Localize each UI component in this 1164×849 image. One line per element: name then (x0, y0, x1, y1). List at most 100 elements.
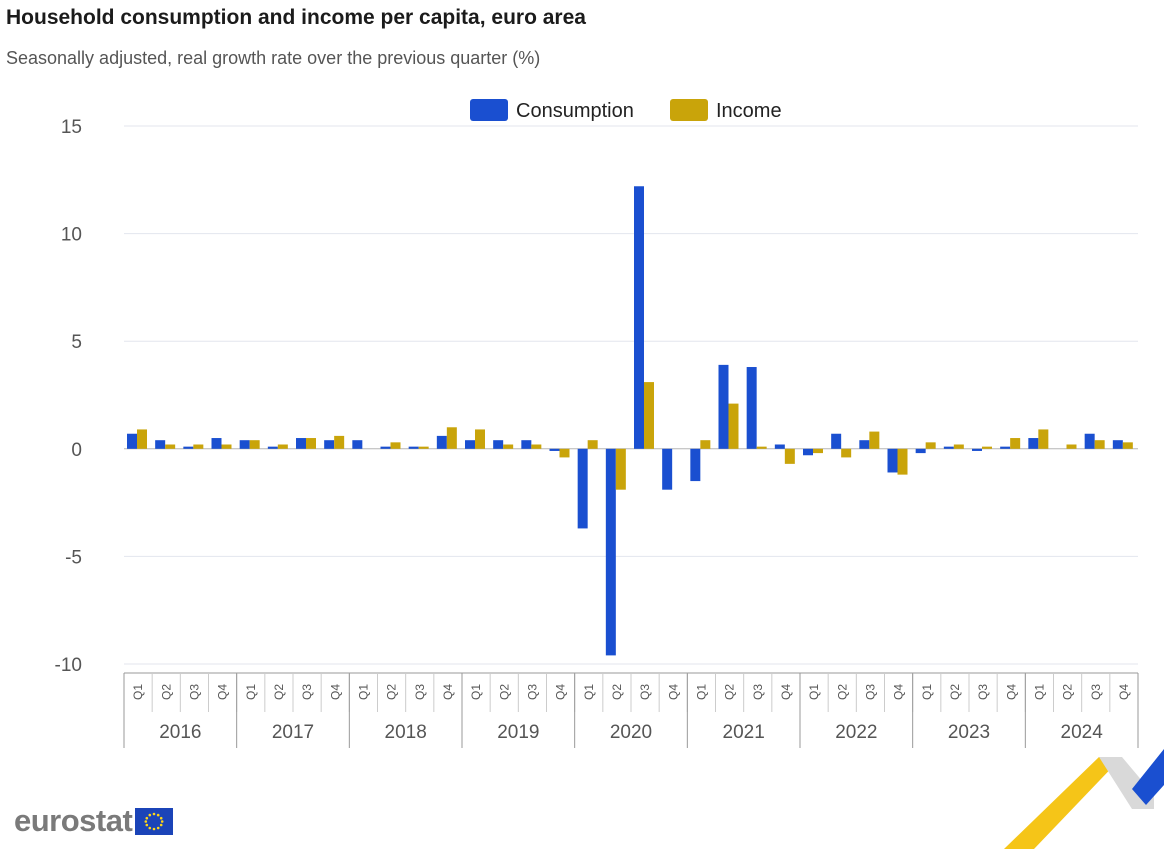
income-bar[interactable] (841, 448, 852, 458)
consumption-bar[interactable] (690, 448, 701, 482)
consumption-bar[interactable] (436, 435, 447, 449)
consumption-bar[interactable] (408, 446, 419, 449)
income-bar[interactable] (644, 382, 654, 449)
x-tick-quarter: Q4 (441, 684, 455, 700)
legend-swatch-consumption[interactable] (470, 99, 508, 121)
consumption-bar[interactable] (746, 367, 757, 449)
x-tick-quarter: Q3 (300, 684, 314, 700)
x-tick-quarter: Q3 (976, 684, 990, 700)
income-bar[interactable] (587, 440, 598, 449)
consumption-bar[interactable] (211, 438, 222, 449)
consumption-bar[interactable] (324, 440, 335, 449)
income-bar[interactable] (306, 438, 316, 449)
consumption-bar[interactable] (718, 364, 729, 449)
consumption-bar[interactable] (521, 440, 532, 449)
consumption-bar[interactable] (352, 440, 363, 449)
x-tick-quarter: Q3 (187, 684, 201, 700)
consumption-bar[interactable] (887, 448, 898, 473)
income-bar[interactable] (700, 440, 711, 449)
consumption-bar[interactable] (127, 433, 137, 449)
income-bar[interactable] (277, 444, 288, 449)
x-tick-quarter: Q3 (525, 684, 539, 700)
x-tick-quarter: Q2 (1061, 684, 1075, 700)
income-bar[interactable] (1122, 442, 1133, 449)
x-tick-year: 2022 (835, 722, 877, 743)
corner-blue-stripe (1132, 749, 1164, 805)
consumption-bar[interactable] (605, 448, 616, 656)
consumption-bar[interactable] (493, 440, 504, 449)
income-bar[interactable] (446, 427, 457, 449)
income-bar[interactable] (165, 444, 176, 449)
income-bar[interactable] (813, 448, 823, 454)
income-bar[interactable] (728, 403, 739, 449)
income-bar[interactable] (559, 448, 570, 458)
income-bar[interactable] (418, 446, 429, 449)
consumption-bar[interactable] (239, 440, 250, 449)
x-tick-quarter: Q2 (159, 684, 173, 700)
consumption-bar[interactable] (1000, 446, 1011, 449)
consumption-bar[interactable] (577, 448, 588, 529)
consumption-bar[interactable] (972, 448, 982, 451)
income-bar[interactable] (1010, 438, 1021, 449)
y-tick-label: 15 (61, 117, 82, 138)
x-tick-quarter: Q1 (582, 684, 596, 700)
x-tick-quarter: Q3 (1089, 684, 1103, 700)
x-tick-quarter: Q1 (469, 684, 483, 700)
income-bar[interactable] (897, 448, 908, 475)
legend-label-income[interactable]: Income (716, 100, 782, 122)
consumption-bar[interactable] (1028, 438, 1039, 449)
consumption-bar[interactable] (155, 440, 166, 449)
x-tick-year: 2017 (272, 722, 314, 743)
consumption-bar[interactable] (1084, 433, 1095, 449)
income-bar[interactable] (784, 448, 795, 464)
consumption-bar[interactable] (465, 440, 475, 449)
x-tick-quarter: Q2 (723, 684, 737, 700)
income-bar[interactable] (475, 429, 485, 449)
eu-flag-icon (135, 807, 174, 835)
income-bar[interactable] (869, 431, 880, 449)
y-tick-label: 0 (71, 440, 82, 461)
consumption-bar[interactable] (183, 446, 194, 449)
x-tick-quarter: Q4 (892, 684, 906, 700)
consumption-bar[interactable] (634, 186, 644, 449)
income-bar[interactable] (249, 440, 260, 449)
x-tick-quarter: Q1 (920, 684, 934, 700)
x-tick-quarter: Q2 (948, 684, 962, 700)
consumption-bar[interactable] (803, 448, 813, 456)
consumption-bar[interactable] (549, 448, 560, 451)
income-bar[interactable] (756, 446, 767, 449)
income-bar[interactable] (1066, 444, 1077, 449)
legend-swatch-income[interactable] (670, 99, 708, 121)
income-bar[interactable] (531, 444, 542, 449)
consumption-bar[interactable] (774, 444, 785, 449)
income-bar[interactable] (1094, 440, 1105, 449)
income-bar[interactable] (221, 444, 232, 449)
income-bar[interactable] (1038, 429, 1049, 449)
consumption-bar[interactable] (296, 438, 306, 449)
income-bar[interactable] (953, 444, 964, 449)
income-bar[interactable] (137, 429, 147, 449)
y-axis: 15 10 5 0 -5 -10 (55, 117, 82, 676)
consumption-bar[interactable] (831, 433, 842, 449)
x-tick-quarter: Q4 (1004, 684, 1018, 700)
x-tick-quarter: Q2 (385, 684, 399, 700)
chart-title: Household consumption and income per cap… (6, 6, 586, 29)
consumption-bar[interactable] (943, 446, 954, 449)
income-bar[interactable] (334, 435, 345, 449)
income-bar[interactable] (615, 448, 626, 490)
consumption-bar[interactable] (1112, 440, 1123, 449)
consumption-bar[interactable] (267, 446, 278, 449)
income-bar[interactable] (390, 442, 401, 449)
x-tick-quarter: Q4 (216, 684, 230, 700)
consumption-bar[interactable] (662, 448, 673, 490)
consumption-bar[interactable] (380, 446, 391, 449)
legend-label-consumption[interactable]: Consumption (516, 100, 634, 122)
consumption-bar[interactable] (915, 448, 926, 454)
consumption-bar[interactable] (859, 440, 870, 449)
income-bar[interactable] (982, 446, 992, 449)
x-tick-year: 2018 (385, 722, 427, 743)
income-bar[interactable] (503, 444, 514, 449)
x-tick-quarter: Q3 (413, 684, 427, 700)
income-bar[interactable] (925, 442, 936, 449)
income-bar[interactable] (193, 444, 204, 449)
